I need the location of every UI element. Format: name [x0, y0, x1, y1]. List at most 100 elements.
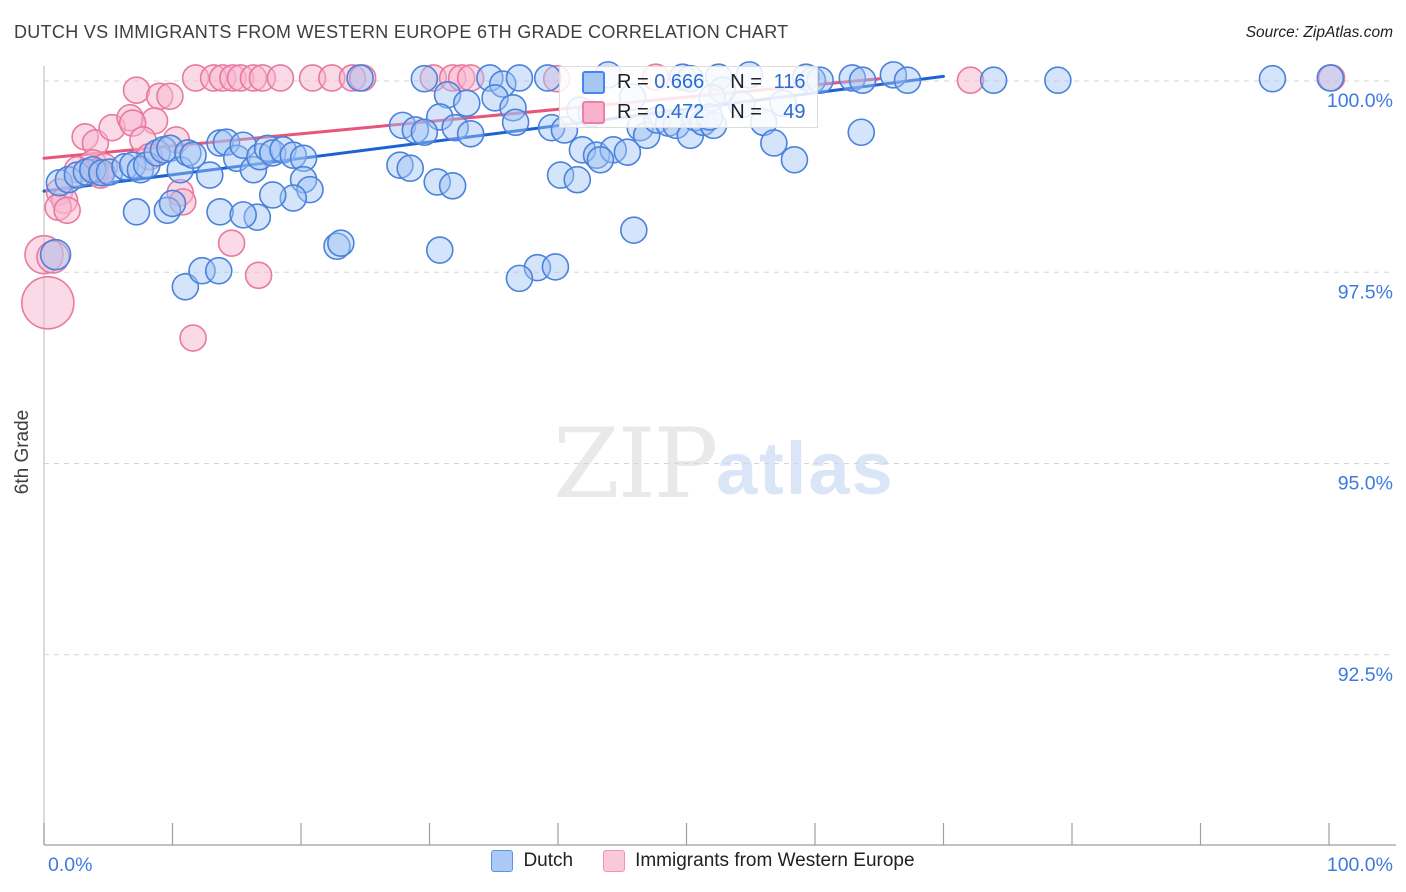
scatter-point-dutch [979, 66, 1008, 95]
scatter-point-dutch [171, 272, 200, 301]
scatter-point-dutch [195, 161, 224, 189]
legend-label-dutch: Dutch [523, 850, 574, 871]
scatter-point-dutch [456, 119, 485, 148]
legend-item-immigrants[interactable]: Immigrants from Western Europe [603, 850, 915, 872]
scatter-point-dutch [613, 138, 642, 166]
scatter-point-immigrants [168, 188, 197, 216]
scatter-point-dutch [386, 151, 414, 179]
n-label: N = [730, 100, 768, 123]
scatter-point-dutch [204, 256, 233, 285]
scatter-point-immigrants [179, 324, 207, 352]
scatter-point-dutch [118, 151, 147, 179]
scatter-point-dutch [188, 256, 216, 285]
scatter-point-dutch [410, 64, 439, 93]
scatter-point-dutch [533, 64, 562, 92]
scatter-point-dutch [441, 113, 470, 142]
r-value-dutch: 0.666 [654, 70, 705, 93]
n-value-dutch: 116 [773, 70, 806, 93]
scatter-point-dutch [586, 145, 615, 174]
scatter-point-dutch [122, 198, 151, 226]
scatter-point-dutch [222, 144, 251, 173]
scatter-point-dutch [1316, 64, 1345, 92]
scatter-point-dutch [425, 236, 454, 264]
scatter-point-immigrants [21, 276, 75, 330]
scatter-point-dutch [346, 64, 374, 92]
immigrants-legend-swatch-icon [603, 850, 626, 872]
r-value-immigrants: 0.472 [654, 100, 705, 123]
y-tick-label: 95.0% [1338, 473, 1393, 495]
y-axis-title: 6th Grade [12, 410, 33, 495]
n-label: N = [730, 70, 768, 93]
scatter-point-dutch [1044, 66, 1072, 95]
scatter-point-dutch [452, 89, 481, 117]
scatter-point-dutch [253, 134, 282, 163]
scatter-point-dutch [780, 145, 809, 174]
y-tick-label: 97.5% [1338, 281, 1393, 303]
scatter-point-immigrants [956, 66, 985, 95]
scatter-point-dutch [88, 159, 116, 187]
legend-item-dutch[interactable]: Dutch [491, 850, 573, 872]
scatter-point-dutch [879, 61, 908, 89]
stats-row-immigrants: R = 0.472 N = 49 [560, 97, 817, 127]
scatter-point-dutch [847, 118, 876, 147]
x-axis-min-label: 0.0% [48, 854, 92, 876]
scatter-point-dutch [39, 238, 72, 271]
scatter-point-dutch [410, 118, 439, 147]
scatter-point-dutch [258, 181, 287, 209]
y-tick-label: 92.5% [1338, 664, 1393, 686]
scatter-point-dutch [179, 141, 207, 170]
scatter-point-dutch [541, 253, 570, 281]
scatter-point-dutch [438, 172, 467, 200]
scatter-point-immigrants [266, 64, 295, 92]
scatter-point-dutch [158, 189, 187, 218]
r-label: R = [617, 100, 655, 123]
scatter-point-dutch [229, 201, 257, 229]
y-tick-label: 100.0% [1327, 90, 1393, 112]
scatter-point-immigrants [217, 229, 246, 257]
scatter-point-dutch [327, 229, 355, 257]
scatter-point-dutch [501, 108, 530, 137]
scatter-point-dutch [505, 264, 534, 293]
scatter-point-dutch [296, 175, 324, 204]
scatter-point-immigrants [53, 196, 81, 225]
scatter-point-dutch [546, 161, 575, 189]
scatter-point-dutch [848, 66, 877, 95]
dutch-legend-swatch-icon [491, 850, 514, 872]
page-title: DUTCH VS IMMIGRANTS FROM WESTERN EUROPE … [14, 22, 789, 42]
immigrants-swatch-icon [582, 100, 605, 124]
scatter-point-dutch [212, 128, 241, 156]
scatter-point-dutch [206, 198, 234, 226]
scatter-point-dutch [1258, 64, 1287, 93]
scatter-point-dutch [481, 84, 509, 112]
scatter-point-dutch [838, 64, 867, 92]
n-value-immigrants: 49 [783, 100, 806, 123]
scatter-point-dutch [258, 139, 287, 167]
scatter-point-dutch [488, 70, 517, 98]
r-label: R = [617, 70, 655, 93]
chart-legend: Dutch Immigrants from Western Europe [0, 850, 1406, 872]
scatter-point-dutch [582, 141, 611, 170]
legend-label-immigrants: Immigrants from Western Europe [635, 850, 915, 871]
dutch-swatch-icon [582, 70, 605, 94]
correlation-stats-box: R = 0.666 N = 116 R = 0.472 N = 49 [559, 66, 818, 128]
scatter-point-dutch [229, 131, 257, 160]
scatter-point-immigrants [122, 76, 151, 104]
scatter-point-immigrants [244, 261, 273, 290]
source-link[interactable]: Source: ZipAtlas.com [1245, 24, 1393, 41]
scatter-point-immigrants [156, 82, 184, 111]
scatter-point-dutch [505, 64, 534, 92]
stats-row-dutch: R = 0.666 N = 116 [560, 67, 817, 97]
scatter-point-dutch [289, 144, 318, 173]
scatter-point-dutch [243, 203, 272, 231]
scatter-point-dutch [893, 66, 922, 95]
scatter-point-dutch [568, 136, 597, 164]
watermark-atlas: atlas [716, 427, 895, 510]
scatter-point-dutch [239, 155, 268, 184]
scatter-point-dutch [563, 165, 592, 194]
scatter-point-dutch [323, 232, 351, 261]
scatter-point-dutch [499, 93, 527, 122]
scatter-point-dutch [279, 184, 308, 212]
scatter-point-dutch [760, 129, 788, 157]
